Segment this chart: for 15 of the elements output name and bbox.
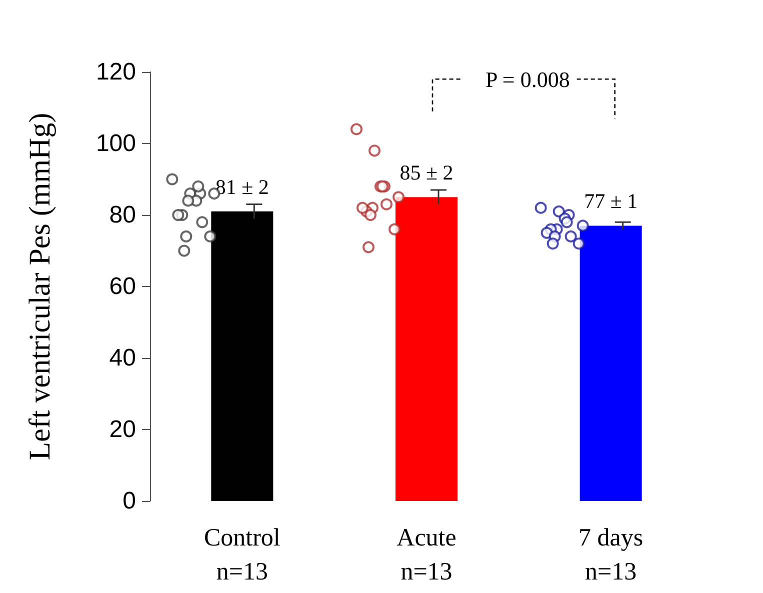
y-tick-label: 0 <box>122 488 136 514</box>
y-tick-label: 40 <box>109 344 136 372</box>
annotation: P = 0.008 <box>486 67 570 92</box>
x-tick-label: 7 days n=13 <box>578 524 644 586</box>
y-tick-label: 60 <box>109 273 136 300</box>
x-tick-label: Control n=13 <box>204 524 280 586</box>
y-tick-label: 20 <box>109 416 136 443</box>
y-tick-label: 120 <box>96 58 136 86</box>
y-tick-label: 80 <box>109 202 136 228</box>
y-tick-label: 100 <box>96 130 136 157</box>
x-tick-label: Acute n=13 <box>396 524 456 586</box>
data-label: 81 ± 2 <box>215 174 269 199</box>
data-label: 85 ± 2 <box>400 160 454 185</box>
y-axis-title: Left ventricular Pes (mmHg) <box>24 112 56 460</box>
data-label: 77 ± 1 <box>584 189 638 214</box>
